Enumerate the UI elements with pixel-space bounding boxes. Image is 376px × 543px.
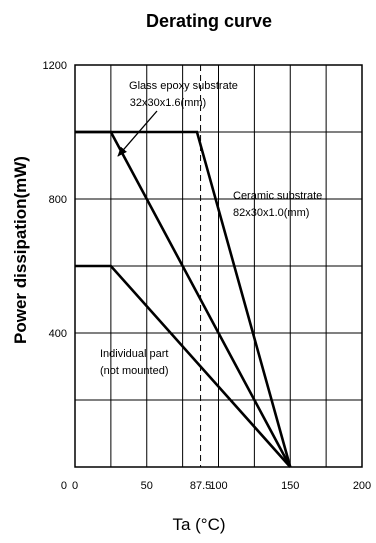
y-tick-label-0: 0 xyxy=(61,480,67,492)
annotation-individual-line-2: (not mounted) xyxy=(100,365,168,377)
annotation-glass-epoxy: Glass epoxy substrate 32x30x1.6(mm) xyxy=(129,80,241,109)
y-axis-label: Power dissipation(mW) xyxy=(11,156,30,344)
x-tick-label-200: 200 xyxy=(353,480,371,492)
annotation-glass-arrow xyxy=(117,110,158,157)
grid-layer xyxy=(75,65,362,467)
annotation-glass-line-2: 32x30x1.6(mm) xyxy=(130,97,206,109)
annotation-ceramic-line-2: 82x30x1.0(mm) xyxy=(233,207,309,219)
chart-title: Derating curve xyxy=(146,11,272,31)
y-tick-label-400: 400 xyxy=(49,328,67,340)
y-tick-label-1200: 1200 xyxy=(43,60,67,72)
x-tick-label-87-5: 87.5 xyxy=(190,480,211,492)
x-tick-label-100: 100 xyxy=(209,480,227,492)
x-axis-label: Ta (°C) xyxy=(172,515,225,534)
series-line-2 xyxy=(75,130,292,468)
series-line-3 xyxy=(75,264,292,468)
series-layer xyxy=(75,130,292,468)
x-tick-label-50: 50 xyxy=(141,480,153,492)
y-tick-labels: 0 400 800 1200 xyxy=(43,60,67,492)
annotation-individual-part: Individual part (not mounted) xyxy=(100,348,172,377)
x-tick-label-0: 0 xyxy=(72,480,78,492)
annotation-glass-line-1: Glass epoxy substrate xyxy=(129,80,238,92)
y-tick-label-800: 800 xyxy=(49,194,67,206)
x-tick-label-150: 150 xyxy=(281,480,299,492)
annotation-individual-line-1: Individual part xyxy=(100,348,169,360)
annotation-ceramic: Ceramic substrate 82x30x1.0(mm) xyxy=(233,190,325,219)
annotation-ceramic-line-1: Ceramic substrate xyxy=(233,190,322,202)
